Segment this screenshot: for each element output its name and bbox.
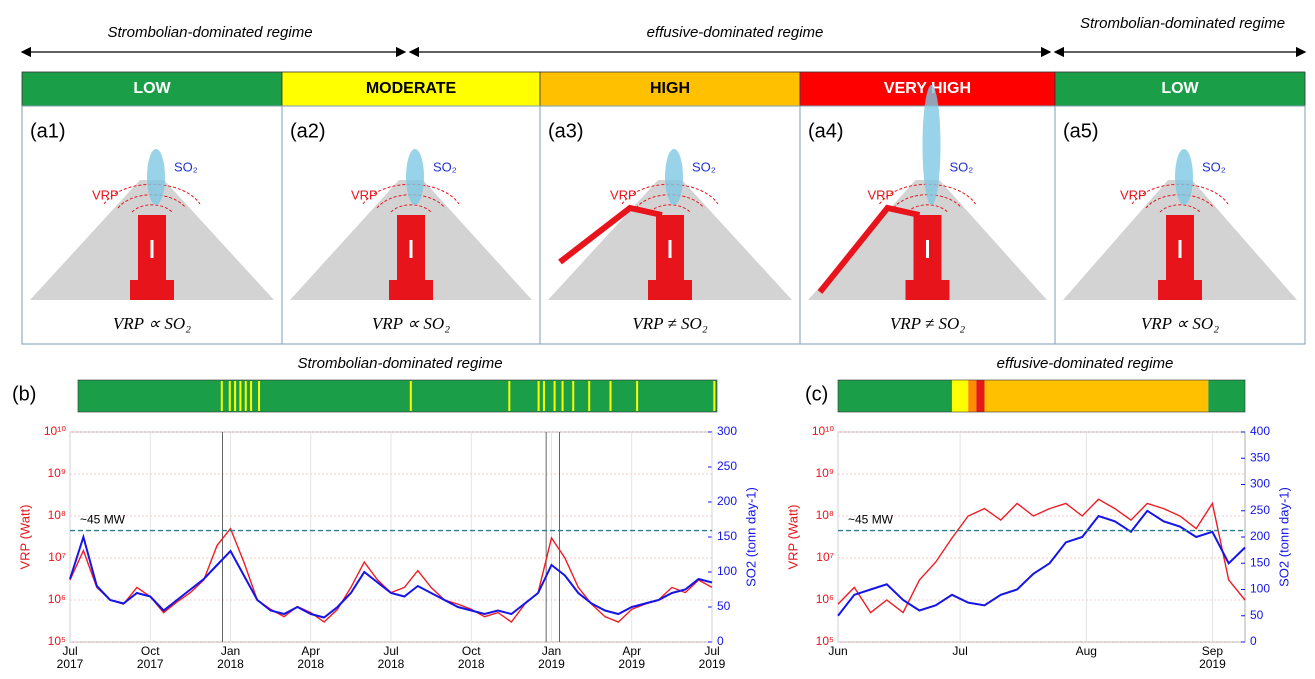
regime-label: Strombolian-dominated regime bbox=[107, 24, 312, 41]
level-label: HIGH bbox=[650, 80, 690, 97]
vrp-label: VRP bbox=[351, 187, 378, 202]
chamber bbox=[906, 280, 950, 300]
vrp-label: VRP bbox=[610, 187, 637, 202]
y-tick-label: 10⁶ bbox=[816, 592, 834, 606]
so2-label: SO₂ bbox=[433, 159, 457, 174]
so2-label: SO₂ bbox=[950, 159, 974, 174]
level-segment bbox=[985, 380, 1209, 412]
y2-tick-label: 300 bbox=[1250, 477, 1270, 491]
chamber bbox=[389, 280, 433, 300]
panel-id: (b) bbox=[12, 383, 36, 405]
plume bbox=[406, 149, 424, 205]
panel-id: (a2) bbox=[290, 120, 326, 142]
plume bbox=[147, 149, 165, 205]
y-tick-label: 10⁹ bbox=[816, 466, 835, 480]
y-tick-label: 10⁷ bbox=[816, 550, 834, 564]
y2-tick-label: 250 bbox=[717, 459, 737, 473]
threshold-label: ~45 MW bbox=[80, 513, 126, 527]
regime-label: effusive-dominated regime bbox=[647, 24, 824, 41]
y2-tick-label: 150 bbox=[717, 529, 737, 543]
y2-axis-label: SO2 (tonn day-1) bbox=[743, 487, 758, 587]
level-segment bbox=[838, 380, 952, 412]
y2-tick-label: 200 bbox=[1250, 529, 1270, 543]
regime-label-box: Strombolian-dominated regime bbox=[1060, 14, 1305, 58]
level-segment bbox=[976, 380, 984, 412]
y2-tick-label: 150 bbox=[1250, 555, 1270, 569]
charts: Strombolian-dominated regime(b)10⁵10⁶10⁷… bbox=[12, 355, 1291, 671]
so2-label: SO₂ bbox=[174, 159, 198, 174]
y-tick-label: 10¹⁰ bbox=[44, 424, 66, 438]
y-tick-label: 10⁶ bbox=[48, 592, 66, 606]
plume bbox=[1175, 149, 1193, 205]
vrp-label: VRP bbox=[1120, 187, 1147, 202]
y-tick-label: 10⁹ bbox=[48, 466, 67, 480]
level-segment bbox=[968, 380, 976, 412]
panel-id: (a5) bbox=[1063, 120, 1099, 142]
schematics: LOW (a1) VRP SO₂ VRP ∝ SO₂ MODERATE (a2) VRP SO₂… bbox=[22, 72, 1305, 344]
chart-title: Strombolian-dominated regime bbox=[297, 355, 502, 372]
level-label: MODERATE bbox=[366, 80, 457, 97]
y2-tick-label: 250 bbox=[1250, 503, 1270, 517]
equation: VRP ∝ SO₂ bbox=[113, 314, 191, 333]
y2-tick-label: 50 bbox=[717, 599, 731, 613]
level-label: LOW bbox=[1161, 80, 1199, 97]
y-axis-label: VRP (Watt) bbox=[17, 504, 32, 569]
equation: VRP ∝ SO₂ bbox=[1141, 314, 1219, 333]
equation: VRP ∝ SO₂ bbox=[372, 314, 450, 333]
y2-tick-label: 50 bbox=[1250, 608, 1264, 622]
panel-id: (c) bbox=[805, 383, 828, 405]
chamber bbox=[648, 280, 692, 300]
y2-axis-label: SO2 (tonn day-1) bbox=[1276, 487, 1291, 587]
panel-id: (a4) bbox=[808, 120, 844, 142]
y2-tick-label: 400 bbox=[1250, 424, 1270, 438]
plume bbox=[923, 85, 941, 205]
y-tick-label: 10⁸ bbox=[816, 508, 834, 522]
y2-tick-label: 0 bbox=[1250, 634, 1257, 648]
plot-area bbox=[838, 432, 1245, 642]
level-segment bbox=[1208, 380, 1245, 412]
equation: VRP ≠ SO₂ bbox=[890, 314, 965, 333]
panel-id: (a3) bbox=[548, 120, 584, 142]
x-tick-label: Jun bbox=[828, 644, 847, 658]
vrp-label: VRP bbox=[92, 187, 119, 202]
so2-label: SO₂ bbox=[1202, 159, 1226, 174]
y2-tick-label: 350 bbox=[1250, 450, 1270, 464]
y2-tick-label: 200 bbox=[717, 494, 737, 508]
level-segment bbox=[952, 380, 968, 412]
y-tick-label: 10⁷ bbox=[48, 550, 66, 564]
x-tick-label: Jul bbox=[952, 644, 967, 658]
so2-label: SO₂ bbox=[692, 159, 716, 174]
level-label: LOW bbox=[133, 80, 171, 97]
figure: Strombolian-dominated regime effusive-do… bbox=[0, 0, 1315, 674]
x-tick-label: Aug bbox=[1076, 644, 1097, 658]
y-tick-label: 10⁸ bbox=[48, 508, 66, 522]
panel-id: (a1) bbox=[30, 120, 66, 142]
y2-tick-label: 100 bbox=[717, 564, 737, 578]
plume bbox=[665, 149, 683, 205]
y-axis-label: VRP (Watt) bbox=[785, 504, 800, 569]
chart-title: effusive-dominated regime bbox=[997, 355, 1174, 372]
level-bar bbox=[78, 380, 717, 412]
y2-tick-label: 100 bbox=[1250, 582, 1270, 596]
x-tick-label: Jan2019 bbox=[538, 644, 565, 671]
regime-label: Strombolian-dominated regime bbox=[1060, 14, 1305, 34]
y-tick-label: 10¹⁰ bbox=[812, 424, 834, 438]
chamber bbox=[1158, 280, 1202, 300]
equation: VRP ≠ SO₂ bbox=[632, 314, 707, 333]
vrp-label: VRP bbox=[868, 187, 895, 202]
y2-tick-label: 300 bbox=[717, 424, 737, 438]
threshold-label: ~45 MW bbox=[848, 513, 894, 527]
chamber bbox=[130, 280, 174, 300]
